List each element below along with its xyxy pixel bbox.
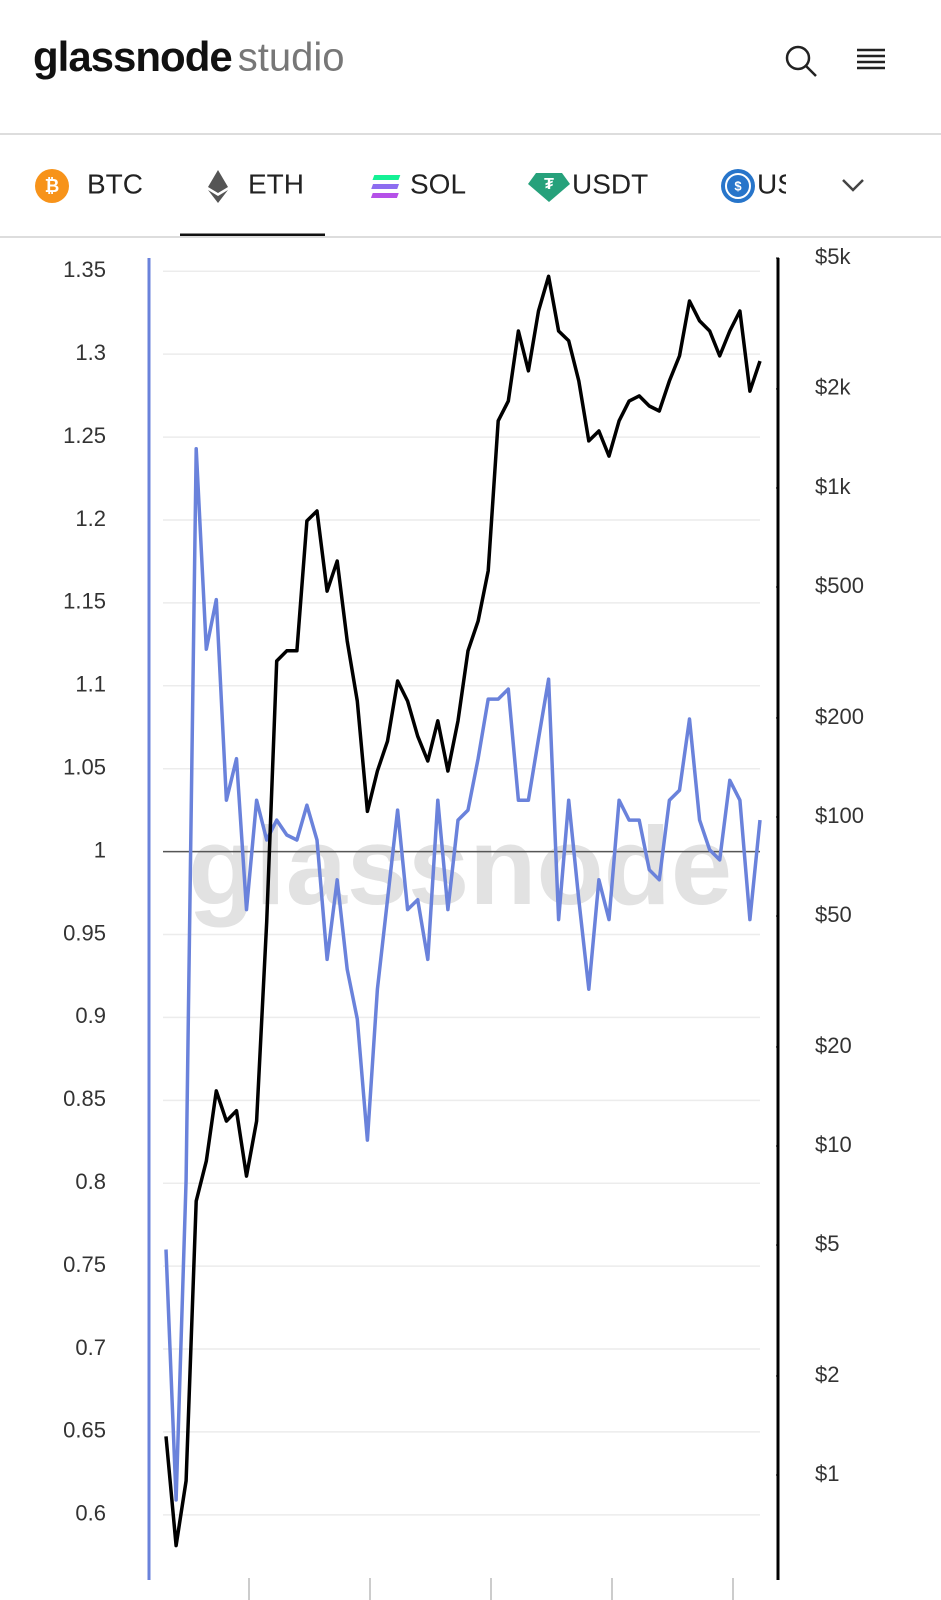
tab-label[interactable]: ETH xyxy=(248,168,304,199)
y2-tick-label: $1k xyxy=(815,474,851,499)
y2-tick-label: $100 xyxy=(815,803,864,828)
tab-label[interactable]: SOL xyxy=(410,168,466,199)
menu-icon[interactable] xyxy=(857,48,885,70)
y2-tick-label: $5k xyxy=(815,244,851,269)
y-tick-label: 0.85 xyxy=(63,1086,106,1111)
y-tick-label: 0.95 xyxy=(63,920,106,945)
y-tick-label: 0.7 xyxy=(75,1335,106,1360)
y-tick-label: 1.05 xyxy=(63,755,106,780)
y-tick-label: 0.65 xyxy=(63,1418,106,1443)
y-tick-label: 1.3 xyxy=(75,340,106,365)
x-ticks xyxy=(248,1578,734,1600)
tab-dropdown[interactable] xyxy=(842,179,864,192)
tab-icons: ₿ ₮ $ xyxy=(35,169,755,203)
y-tick-label: 1.1 xyxy=(75,672,106,697)
y-tick-label: 1 xyxy=(94,837,106,862)
y-tick-label: 1.2 xyxy=(75,506,106,531)
y2-tick-label: $10 xyxy=(815,1132,852,1157)
svg-text:₿: ₿ xyxy=(45,176,60,196)
y-tick-label: 0.6 xyxy=(75,1501,106,1526)
svg-text:₮: ₮ xyxy=(544,176,554,193)
tab-label[interactable]: BTC xyxy=(87,168,143,199)
y2-tick-label: $500 xyxy=(815,573,864,598)
tab-label[interactable]: USDT xyxy=(572,168,648,199)
y2-tick-label: $2k xyxy=(815,375,851,400)
y2-tick-label: $1 xyxy=(815,1461,839,1486)
y2-tick-label: $200 xyxy=(815,704,864,729)
logo[interactable]: glassnode xyxy=(33,33,233,80)
y-tick-label: 1.25 xyxy=(63,423,106,448)
search-icon[interactable] xyxy=(785,45,817,77)
y2-tick-label: $2 xyxy=(815,1362,839,1387)
y2-tick-label: $20 xyxy=(815,1033,852,1058)
series-line xyxy=(164,274,762,1548)
y-tick-label: 1.35 xyxy=(63,257,106,282)
logo-suffix: studio xyxy=(238,36,345,80)
y-tick-label: 1.15 xyxy=(63,589,106,614)
y-tick-label: 0.75 xyxy=(63,1252,106,1277)
series-line xyxy=(164,446,762,1502)
svg-text:$: $ xyxy=(734,178,742,193)
y-tick-label: 0.8 xyxy=(75,1169,106,1194)
tab-overflow xyxy=(786,136,941,236)
y-tick-label: 0.9 xyxy=(75,1003,106,1028)
y2-tick-label: $50 xyxy=(815,902,852,927)
y2-tick-label: $5 xyxy=(815,1231,839,1256)
